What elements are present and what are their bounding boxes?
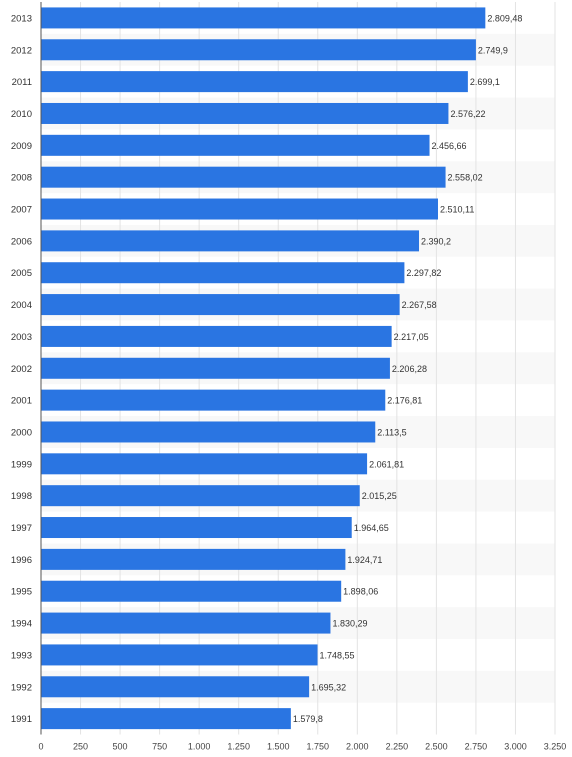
x-tick-label: 1.500 [267,742,290,752]
y-tick-label: 2011 [12,77,32,88]
bar[interactable] [41,517,352,539]
y-tick-label: 1995 [11,587,32,598]
x-tick-label: 250 [73,742,88,752]
data-label: 1.898,06 [343,587,378,597]
y-tick-label: 2008 [11,173,32,184]
bar[interactable] [41,485,360,507]
y-axis-labels: 2013 2012 2011 2010 2009 2008 2007 2006 2005 2004… [11,13,32,725]
bar[interactable] [41,644,318,666]
y-tick-label: 1992 [11,682,32,693]
y-tick-label: 2004 [11,300,32,311]
bars [41,7,486,730]
data-label: 2.699,1 [470,77,500,87]
x-tick-label: 3.250 [544,742,567,752]
x-tick-label: 0 [38,742,43,752]
y-tick-label: 2012 [11,45,32,56]
data-label: 2.217,05 [394,332,429,342]
x-tick-label: 2.750 [465,742,488,752]
bar[interactable] [41,580,342,602]
bar[interactable] [41,166,446,188]
x-tick-label: 1.250 [227,742,250,752]
y-tick-label: 2003 [11,332,32,343]
data-label: 1.830,29 [332,619,367,629]
y-tick-label: 2009 [11,141,32,152]
x-tick-label: 2.250 [386,742,409,752]
bar[interactable] [41,230,420,252]
y-tick-label: 2002 [11,364,32,375]
data-label: 2.061,81 [369,459,404,469]
y-tick-label: 1997 [11,523,32,534]
bar[interactable] [41,102,449,124]
bar[interactable] [41,294,400,316]
bar[interactable] [41,198,438,220]
x-tick-label: 2.000 [346,742,369,752]
data-label: 2.206,28 [392,364,427,374]
data-label: 1.695,32 [311,682,346,692]
data-label: 2.749,9 [478,45,508,55]
bar[interactable] [41,71,468,93]
y-tick-label: 1996 [11,555,32,566]
bar[interactable] [41,708,291,730]
data-label: 1.579,8 [293,714,323,724]
data-label: 2.176,81 [387,396,422,406]
data-label: 2.576,22 [450,109,485,119]
x-tick-label: 2.500 [425,742,448,752]
bar[interactable] [41,357,390,379]
bar[interactable] [41,134,430,156]
data-label: 2.267,58 [402,300,437,310]
data-label: 2.297,82 [406,268,441,278]
x-tick-label: 1.750 [307,742,330,752]
data-label: 2.015,25 [362,491,397,501]
bar[interactable] [41,7,486,29]
y-tick-label: 2010 [11,109,32,120]
bar[interactable] [41,39,476,61]
data-label: 2.809,48 [487,13,522,23]
y-tick-label: 2007 [11,205,32,216]
y-tick-label: 2005 [11,268,32,279]
data-label: 2.510,11 [440,205,474,215]
y-tick-label: 2013 [11,13,32,24]
data-label: 1.964,65 [354,523,389,533]
data-label: 2.113,5 [377,427,406,437]
x-tick-label: 3.000 [504,742,527,752]
bar[interactable] [41,453,368,475]
data-label: 1.748,55 [320,650,355,660]
y-tick-label: 2006 [11,236,32,247]
data-label: 1.924,71 [347,555,382,565]
bar[interactable] [41,612,331,634]
data-labels: 2.809,48 2.749,9 2.699,1 2.576,22 2.456,66 2.… [293,13,523,724]
bar[interactable] [41,548,346,570]
bar[interactable] [41,389,386,411]
x-axis-labels: 0 250 500 750 1.000 1.250 1.500 1.750 2.000 2.250… [38,742,566,752]
data-label: 2.390,2 [421,236,451,246]
bar[interactable] [41,325,392,347]
y-tick-label: 1999 [11,459,32,470]
x-tick-label: 500 [113,742,128,752]
bar[interactable] [41,421,376,443]
y-tick-label: 1998 [11,491,32,502]
x-tick-label: 1.000 [188,742,211,752]
bar[interactable] [41,676,310,698]
y-tick-label: 1994 [11,619,32,630]
y-tick-label: 2000 [11,427,32,438]
x-tick-label: 750 [152,742,167,752]
y-tick-label: 1991 [11,714,32,725]
y-tick-label: 1993 [11,650,32,661]
data-label: 2.456,66 [432,141,467,151]
data-label: 2.558,02 [448,173,483,183]
bar[interactable] [41,262,405,284]
y-tick-label: 2001 [11,396,32,407]
